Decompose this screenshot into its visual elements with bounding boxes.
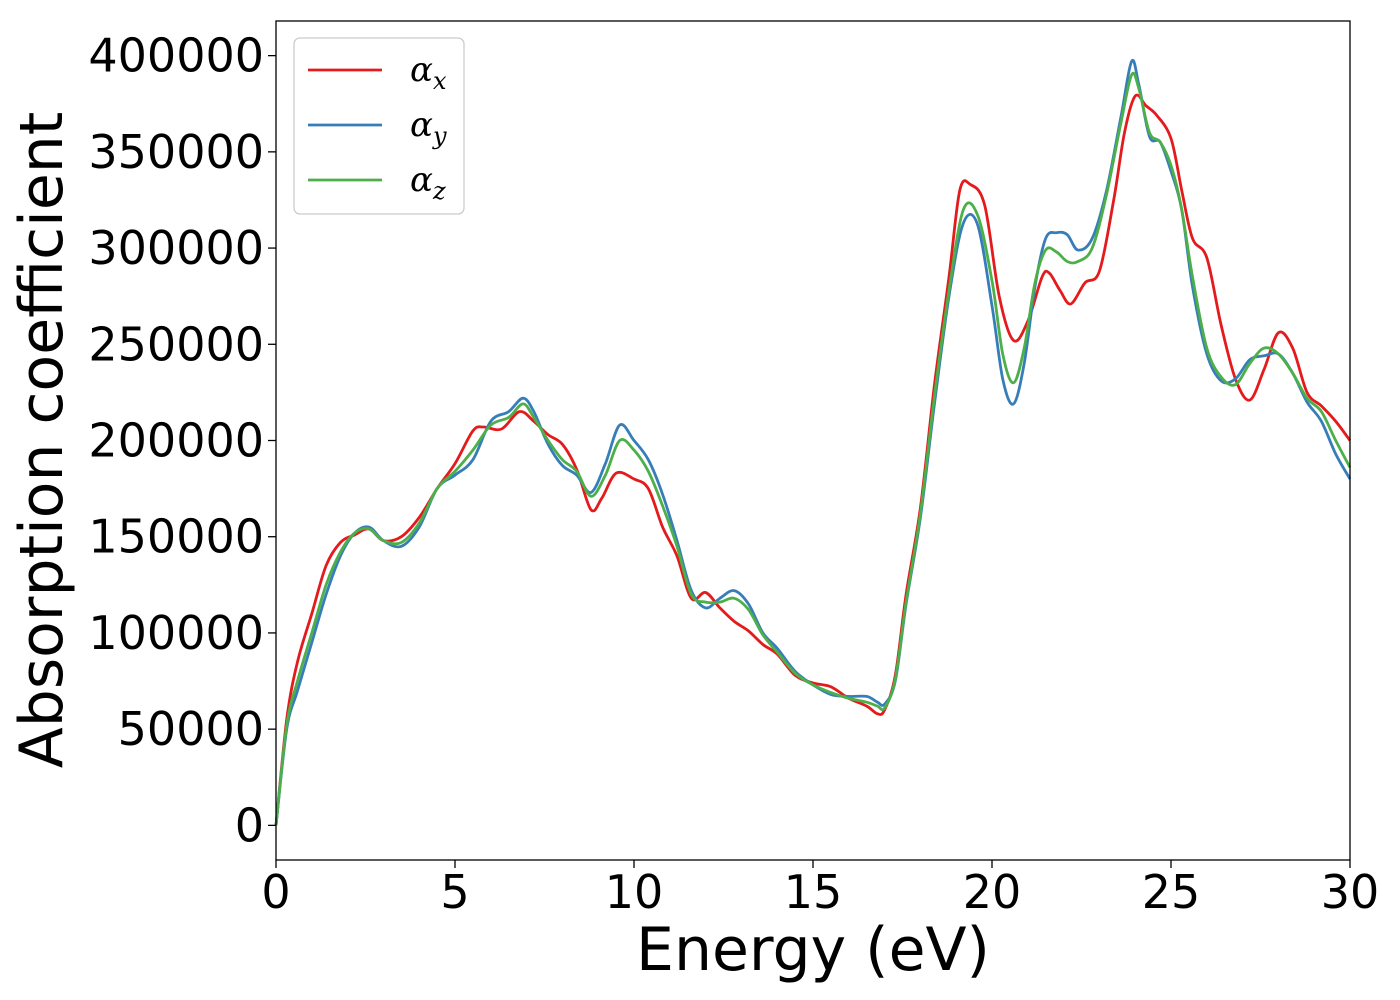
legend-label-z: αz — [410, 160, 446, 205]
x-tick-label: 10 — [605, 865, 664, 919]
x-axis-ticks: 0 5 10 15 20 25 30 — [261, 860, 1379, 919]
x-tick-label: 25 — [1142, 865, 1201, 919]
y-axis-ticks: 0 50000 100000 150000 200000 250000 300000 3500… — [88, 29, 276, 852]
y-tick-label: 250000 — [88, 317, 264, 371]
y-tick-label: 150000 — [88, 510, 264, 564]
series-line-z — [274, 71, 1352, 826]
x-tick-label: 5 — [440, 865, 469, 919]
legend: αx αy αz — [293, 37, 465, 215]
x-tick-label: 15 — [784, 865, 843, 919]
series-line-y — [274, 58, 1352, 826]
x-tick-label: 0 — [261, 865, 290, 919]
series-layer — [274, 58, 1352, 826]
y-tick-label: 100000 — [88, 606, 264, 660]
legend-label-y: αy — [410, 105, 447, 150]
y-tick-label: 0 — [235, 798, 264, 852]
y-tick-label: 400000 — [88, 29, 264, 83]
y-tick-label: 350000 — [88, 125, 264, 179]
x-tick-label: 20 — [963, 865, 1022, 919]
y-tick-label: 50000 — [118, 702, 264, 756]
y-tick-label: 200000 — [88, 414, 264, 468]
y-axis-label: Absorption coefficient — [7, 112, 77, 769]
series-line-x — [274, 93, 1352, 826]
y-tick-label: 300000 — [88, 221, 264, 275]
x-tick-label: 30 — [1321, 865, 1380, 919]
legend-label-x: αx — [410, 50, 447, 95]
x-axis-label: Energy (eV) — [636, 915, 990, 985]
